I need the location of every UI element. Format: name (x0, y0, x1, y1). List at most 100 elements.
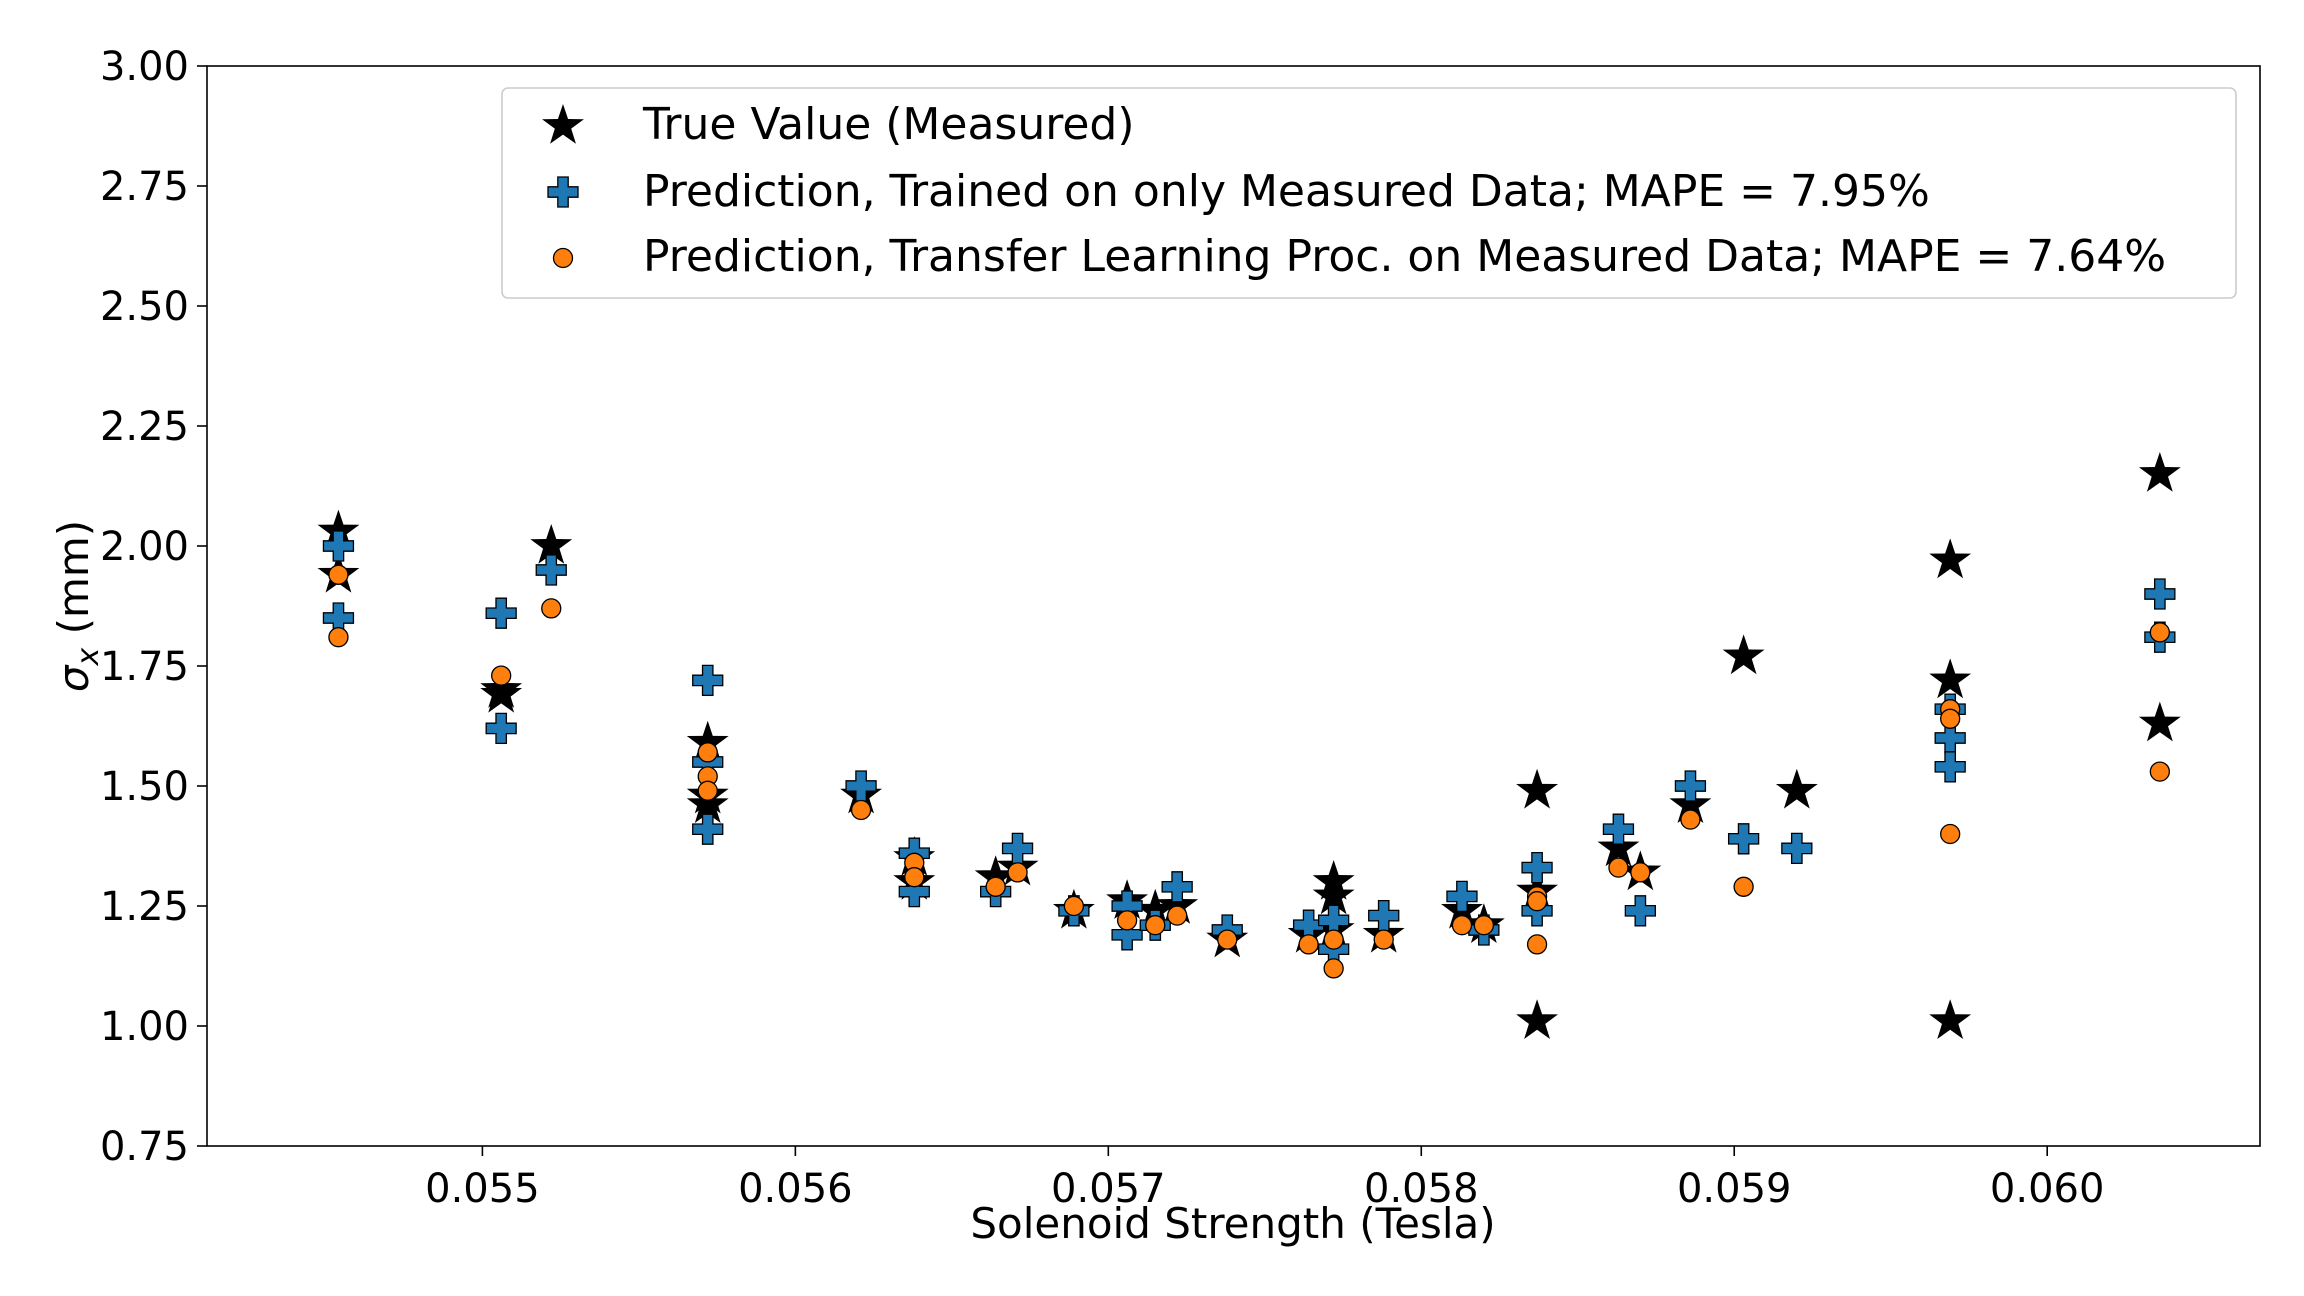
transfer-learning-point (1167, 905, 1188, 926)
transfer-learning-point (1526, 934, 1548, 955)
series-circle (328, 564, 2171, 979)
true-value-point (1929, 999, 1972, 1039)
trained-measured-point (1727, 823, 1760, 855)
trained-measured-point (692, 813, 724, 845)
true-value-point (974, 855, 1017, 895)
transfer-learning-point (1733, 876, 1754, 897)
x-tick-label: 0.057 (1051, 1166, 1166, 1212)
transfer-learning-point (1007, 862, 1028, 883)
y-axis: 0.75 1.00 1.25 1.50 1.75 2.00 2.25 2.50 2.75 3.00 (100, 44, 207, 1170)
trained-measured-point (1624, 895, 1656, 927)
y-tick-label: 2.50 (100, 284, 189, 330)
trained-measured-point (535, 554, 567, 586)
trained-measured-point (485, 712, 517, 745)
true-value-point (1929, 538, 1972, 579)
true-value-point (1312, 874, 1355, 915)
trained-measured-point (1161, 871, 1193, 903)
trained-measured-point (1111, 919, 1143, 951)
y-tick-label: 0.75 (100, 1124, 189, 1170)
y-tick-label: 1.00 (100, 1004, 189, 1050)
y-tick-label: 3.00 (100, 44, 189, 90)
trained-measured-point (1446, 880, 1478, 913)
true-value-point (317, 509, 360, 550)
x-axis-label: Solenoid Strength (Tesla) (970, 1199, 1495, 1248)
y-tick-label: 1.75 (100, 644, 189, 690)
transfer-learning-point (1116, 910, 1138, 931)
true-value-point (1929, 658, 1972, 699)
transfer-learning-point (1373, 929, 1394, 950)
x-tick-label: 0.059 (1677, 1166, 1792, 1212)
true-value-point (1516, 999, 1558, 1039)
legend-marker-star (542, 104, 584, 144)
transfer-learning-point (491, 665, 512, 686)
legend-marker-circle (552, 247, 574, 269)
true-value-point (530, 524, 573, 564)
transfer-learning-point (1940, 708, 1961, 729)
true-value-point (1156, 884, 1199, 924)
trained-measured-point (1602, 813, 1635, 845)
trained-measured-point (1781, 832, 1813, 865)
trained-measured-point (322, 530, 355, 562)
transfer-learning-point (1063, 895, 1085, 917)
legend-true-value-point (542, 104, 584, 144)
trained-measured-point (845, 770, 877, 802)
y-tick-label: 2.00 (100, 524, 189, 570)
true-value-point (1516, 768, 1558, 809)
plot-frame (206, 65, 2261, 1147)
data-marks (317, 452, 2181, 1039)
y-axis-label-symbol: σ (49, 664, 98, 692)
transfer-learning-point (1526, 891, 1548, 912)
transfer-learning-point (1680, 809, 1701, 830)
y-axis-label-unit: (mm) (49, 520, 98, 648)
legend-marker-plus (547, 176, 579, 208)
transfer-learning-point (1145, 915, 1166, 936)
trained-measured-point (1934, 751, 1966, 783)
trained-measured-point (1001, 832, 1034, 865)
x-tick-label: 0.055 (425, 1166, 540, 1212)
true-value-point (480, 672, 523, 713)
true-value-point (1775, 768, 1818, 809)
y-tick-label: 1.25 (100, 884, 189, 930)
transfer-learning-point (1217, 929, 1238, 950)
transfer-learning-point (2149, 761, 2171, 782)
true-value-point (1597, 826, 1640, 867)
legend-transfer-learning-point (552, 247, 574, 269)
trained-measured-point (1368, 899, 1400, 932)
y-tick-label: 2.75 (100, 164, 189, 210)
x-axis: 0.055 0.056 0.057 0.058 0.059 0.060 (425, 1146, 2104, 1212)
transfer-learning-point (1473, 915, 1495, 936)
transfer-learning-point (328, 627, 349, 648)
transfer-learning-point (697, 742, 718, 763)
legend-trained-measured-point (547, 176, 579, 208)
true-value-point (2138, 701, 2181, 742)
legend: True Value (Measured) Prediction, Traine… (501, 87, 2237, 299)
y-axis-label-subscript: x (71, 648, 106, 667)
true-value-point (686, 783, 729, 823)
transfer-learning-point (904, 867, 925, 888)
trained-measured-point (898, 875, 930, 908)
transfer-learning-point (2149, 622, 2171, 643)
trained-measured-point (2144, 578, 2176, 610)
transfer-learning-point (541, 598, 562, 619)
trained-measured-point (485, 597, 517, 629)
x-tick-label: 0.060 (1990, 1166, 2105, 1212)
transfer-learning-point (1630, 862, 1651, 883)
y-axis-label: σx (mm) (49, 520, 106, 692)
x-tick-label: 0.056 (738, 1166, 853, 1212)
trained-measured-point (1674, 770, 1707, 802)
transfer-learning-point (697, 780, 718, 801)
trained-measured-point (1521, 851, 1553, 884)
y-tick-label: 2.25 (100, 404, 189, 450)
transfer-learning-point (850, 799, 872, 821)
transfer-learning-point (1323, 958, 1344, 979)
transfer-learning-point (985, 876, 1006, 897)
true-value-point (1134, 888, 1177, 929)
trained-measured-point (692, 664, 724, 697)
true-value-point (1722, 634, 1765, 675)
true-value-point (2138, 452, 2181, 492)
transfer-learning-point (328, 564, 349, 585)
transfer-learning-point (1298, 934, 1319, 955)
x-tick-label: 0.058 (1364, 1166, 1479, 1212)
transfer-learning-point (1323, 929, 1344, 950)
